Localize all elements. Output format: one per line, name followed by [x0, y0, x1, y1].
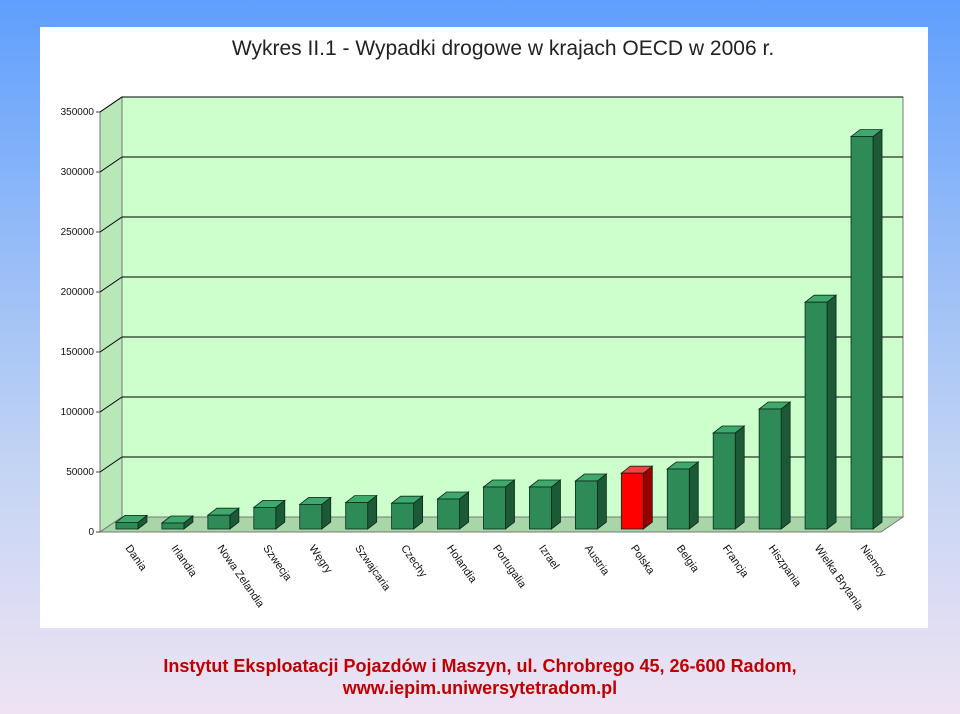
bar-side-wielka-brytania: [826, 294, 837, 530]
bar-side-polska: [642, 465, 653, 530]
bar-portugalia: [483, 486, 506, 530]
bar-side-portugalia: [505, 479, 515, 530]
bar-belgia: [666, 468, 690, 530]
gridline-side: [99, 156, 123, 173]
x-category-label: Polska: [628, 543, 657, 578]
x-category-label: Austria: [582, 543, 612, 579]
bar-side-izrael: [551, 479, 561, 530]
gridline-side: [99, 336, 123, 353]
chart-title: Wykres II.1 - Wypadki drogowe w krajach …: [232, 37, 774, 60]
bar-francja: [712, 432, 736, 530]
bar-szwecja: [253, 506, 277, 530]
x-category-label: Szwajcaria: [352, 543, 393, 594]
bar-izrael: [529, 486, 552, 530]
x-category-label: Francja: [720, 543, 751, 581]
y-tick-label: 50000: [66, 467, 94, 478]
bar-side-francja: [734, 425, 745, 530]
bar-czechy: [391, 502, 415, 530]
y-tick-label: 100000: [61, 407, 95, 418]
x-category-label: Irlandia: [168, 543, 199, 580]
bar-wielka-brytania: [804, 301, 828, 530]
x-category-label: Portugalia: [490, 543, 529, 591]
bar-hiszpania: [758, 408, 782, 530]
x-category-label: Izrael: [536, 543, 561, 572]
x-category-label: Węgry: [306, 543, 334, 576]
x-category-label: Holandia: [444, 543, 479, 586]
bar-węgry: [299, 503, 323, 530]
y-tick-label: 300000: [61, 167, 95, 178]
y-tick-label: 0: [88, 527, 94, 538]
footer-website[interactable]: www.iepim.uniwersytetradom.pl: [342, 678, 618, 698]
bar-side-hiszpania: [780, 401, 791, 530]
gridline-side: [99, 456, 123, 473]
bar-polska: [620, 472, 644, 530]
bar-holandia: [437, 498, 460, 530]
bar-side-belgia: [688, 461, 699, 530]
bar-dania: [115, 521, 139, 530]
y-tick-label: 200000: [61, 287, 95, 298]
chart-panel: Wykres II.1 - Wypadki drogowe w krajach …: [40, 27, 928, 628]
bar-irlandia: [161, 522, 185, 530]
y-tick-label: 150000: [61, 347, 95, 358]
bar-chart: Wykres II.1 - Wypadki drogowe w krajach …: [61, 37, 905, 613]
x-category-label: Dania: [123, 543, 150, 574]
bar-austria: [574, 480, 598, 530]
bar-niemcy: [850, 136, 874, 530]
bar-szwajcaria: [345, 502, 369, 530]
x-category-label: Wielka Brytania: [812, 543, 866, 613]
footer: Instytut Eksploatacji Pojazdów i Maszyn,…: [0, 655, 960, 699]
plot-area: 0 50000 100000 150000 200000 250000 300000 3500…: [61, 96, 905, 613]
plot-side-wall: [99, 96, 123, 533]
gridline-side: [99, 96, 123, 113]
footer-address: Instytut Eksploatacji Pojazdów i Maszyn,…: [163, 656, 797, 676]
y-tick-label: 250000: [61, 227, 95, 238]
x-category-label: Szwecja: [260, 543, 294, 584]
gridline-side: [99, 396, 123, 413]
x-category-label: Belgia: [674, 543, 702, 576]
x-category-label: Czechy: [398, 543, 429, 580]
y-tick-label: 350000: [61, 107, 95, 118]
bar-nowa-zelandia: [207, 514, 231, 530]
x-category-label: Niemcy: [858, 543, 889, 580]
bar-side-niemcy: [872, 128, 883, 530]
x-category-label: Hiszpania: [766, 543, 804, 590]
gridline-side: [99, 276, 123, 293]
bar-side-austria: [596, 473, 607, 530]
gridline-side: [99, 216, 123, 233]
x-category-label: Nowa Zelandia: [214, 543, 266, 611]
